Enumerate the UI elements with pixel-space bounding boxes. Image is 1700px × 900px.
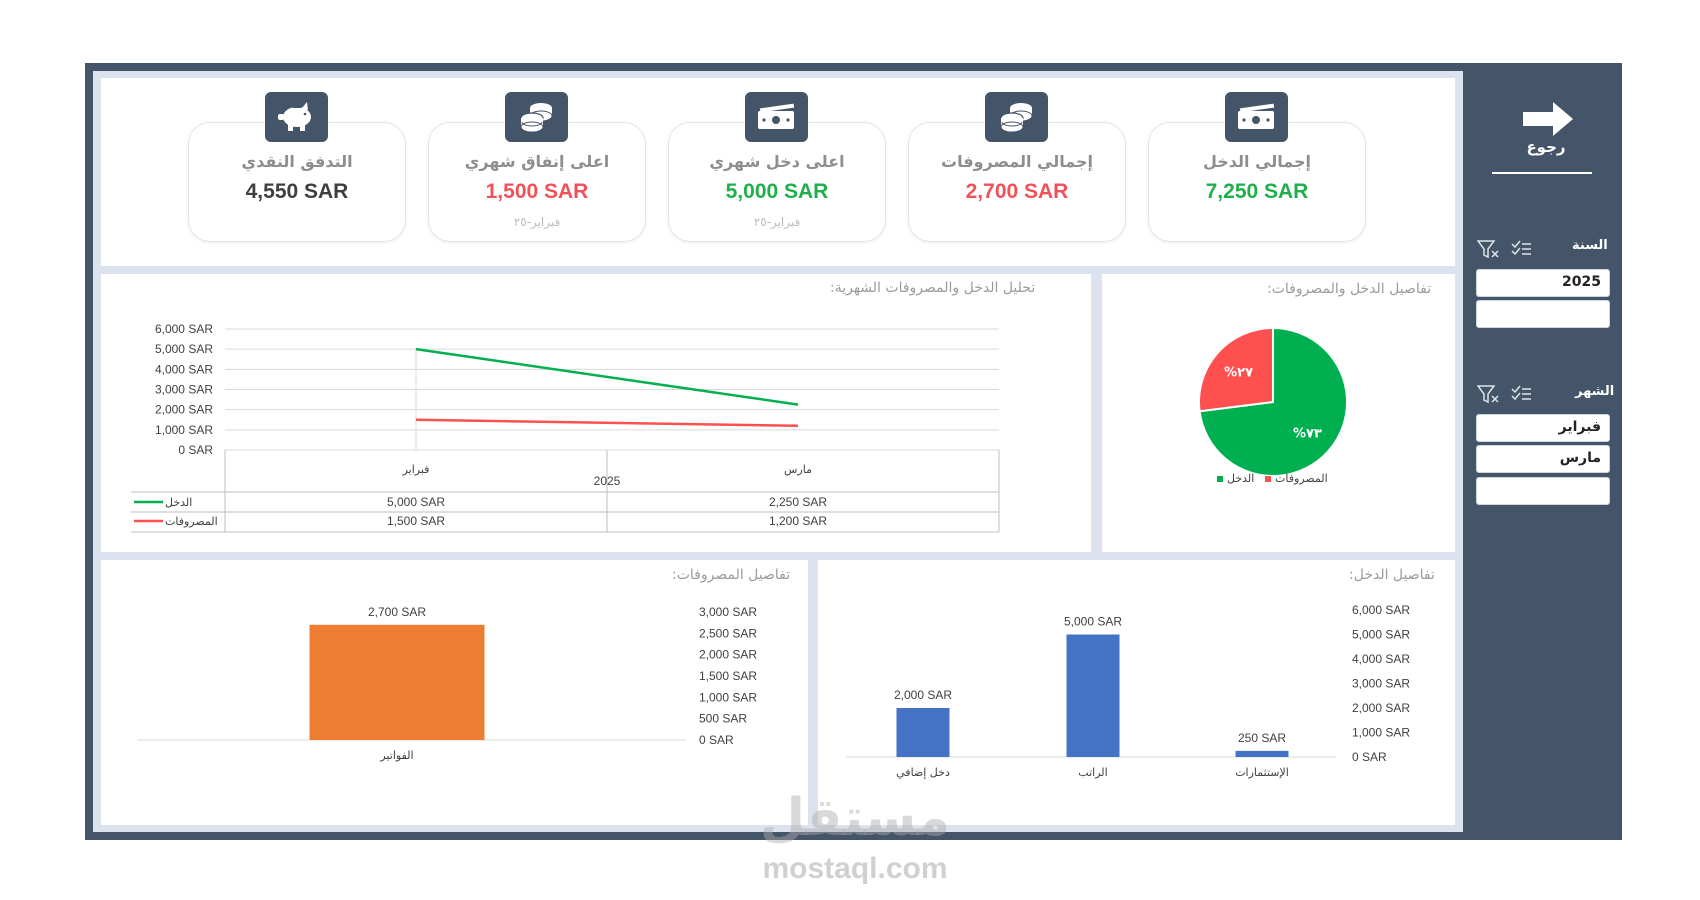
x-tick-label: دخل إضافي xyxy=(896,766,950,779)
y-tick-label: 2,000 SAR xyxy=(699,648,757,662)
x-tick-label: الإستثمارات xyxy=(1235,766,1289,779)
pie-slice-label: %٧٣ xyxy=(1293,426,1322,441)
expense-chart-title: تفاصيل المصروفات: xyxy=(672,567,791,583)
arrow-right-icon xyxy=(1523,102,1573,136)
year-filter-label: السنة xyxy=(1572,238,1608,253)
kpi-value: 7,250 SAR xyxy=(1205,180,1309,203)
y-tick-label: 2,000 SAR xyxy=(155,403,213,417)
year-option-blank[interactable] xyxy=(1476,300,1610,328)
y-tick-label: 500 SAR xyxy=(699,712,747,726)
kpi-value: 1,500 SAR xyxy=(485,180,589,203)
kpi-card xyxy=(668,122,886,242)
bar xyxy=(1066,634,1120,757)
piggy-bank-icon xyxy=(265,92,328,142)
kpi-subtitle: فبراير-٢٥ xyxy=(753,215,801,229)
bar-value-label: 250 SAR xyxy=(1238,731,1286,745)
kpi-value: 2,700 SAR xyxy=(965,180,1069,203)
kpi-card xyxy=(1148,122,1366,242)
income-chart-panel xyxy=(818,560,1455,825)
line-chart-panel xyxy=(101,274,1091,552)
cash-icon xyxy=(745,92,808,142)
y-tick-label: 1,000 SAR xyxy=(155,423,213,437)
legend-label: المصروفات xyxy=(1275,472,1328,485)
legend-swatch xyxy=(1217,476,1223,482)
multi-select-icon[interactable] xyxy=(1510,239,1532,259)
x-group-label: 2025 xyxy=(594,474,621,488)
pie-chart-title: تفاصيل الدخل والمصروفات: xyxy=(1267,281,1432,297)
year-option-2025[interactable]: 2025 xyxy=(1476,269,1610,297)
legend-label: الدخل xyxy=(165,496,192,509)
bar-value-label: 2,000 SAR xyxy=(894,688,952,702)
legend-swatch xyxy=(1265,476,1271,482)
y-tick-label: 0 SAR xyxy=(699,733,734,747)
y-tick-label: 2,500 SAR xyxy=(699,626,757,640)
kpi-title: إجمالي المصروفات xyxy=(941,152,1093,171)
pie-slice xyxy=(1198,326,1274,413)
line-chart-title: تحليل الدخل والمصروفات الشهرية: xyxy=(830,280,1036,296)
clear-filter-icon[interactable] xyxy=(1477,384,1499,404)
x-tick-label: مارس xyxy=(784,463,812,476)
y-tick-label: 3,000 SAR xyxy=(699,605,757,619)
table-cell: 2,250 SAR xyxy=(769,495,827,509)
x-tick-label: الراتب xyxy=(1078,766,1107,779)
y-tick-label: 1,000 SAR xyxy=(1352,726,1410,740)
expense-bar-chart: 0 SAR 500 SAR 1,000 SAR 1,500 SAR 2,000 SAR 2… xyxy=(137,605,757,762)
month-option-february[interactable]: فبراير xyxy=(1476,414,1610,442)
y-tick-label: 2,000 SAR xyxy=(1352,701,1410,715)
coins-icon xyxy=(505,92,568,142)
month-option-blank[interactable] xyxy=(1476,477,1610,505)
x-tick-label: الفواتير xyxy=(379,749,413,762)
watermark-logo: مستقل xyxy=(759,788,951,848)
income-bar-chart: 0 SAR 1,000 SAR 2,000 SAR 3,000 SAR 4,000 SA… xyxy=(846,603,1410,779)
series-line-0 xyxy=(415,347,799,406)
table-cell: 5,000 SAR xyxy=(387,495,445,509)
bar xyxy=(1235,750,1289,757)
legend-label: المصروفات xyxy=(165,515,218,528)
line-chart: 0 SAR 1,000 SAR 2,000 SAR 3,000 SAR 4,000 SA… xyxy=(131,322,1000,533)
x-tick-label: فبراير xyxy=(402,463,430,476)
bar-value-label: 5,000 SAR xyxy=(1064,615,1122,629)
coins-icon xyxy=(985,92,1048,142)
month-option-march[interactable]: مارس xyxy=(1476,445,1610,473)
y-tick-label: 1,000 SAR xyxy=(699,690,757,704)
kpi-title: التدفق النقدي xyxy=(241,152,353,171)
series-line-1 xyxy=(415,418,799,428)
table-cell: 1,200 SAR xyxy=(769,514,827,528)
y-tick-label: 5,000 SAR xyxy=(1352,628,1410,642)
y-tick-label: 6,000 SAR xyxy=(1352,603,1410,617)
watermark-site: mostaql.com xyxy=(762,852,948,885)
bar-value-label: 2,700 SAR xyxy=(368,605,426,619)
y-tick-label: 1,500 SAR xyxy=(699,669,757,683)
pie-slice-label: %٢٧ xyxy=(1224,366,1253,381)
back-button[interactable]: رجوع xyxy=(1493,98,1599,164)
kpi-value: 5,000 SAR xyxy=(725,180,829,203)
bar xyxy=(309,624,485,740)
cash-icon xyxy=(1225,92,1288,142)
back-underline xyxy=(1492,172,1592,174)
bar xyxy=(896,708,950,757)
y-tick-label: 5,000 SAR xyxy=(155,342,213,356)
multi-select-icon[interactable] xyxy=(1510,384,1532,404)
y-tick-label: 3,000 SAR xyxy=(1352,677,1410,691)
kpi-title: اعلى دخل شهري xyxy=(709,152,845,171)
table-cell: 1,500 SAR xyxy=(387,514,445,528)
y-tick-label: 4,000 SAR xyxy=(1352,652,1410,666)
y-tick-label: 4,000 SAR xyxy=(155,362,213,376)
clear-filter-icon[interactable] xyxy=(1477,239,1499,259)
kpi-value: 4,550 SAR xyxy=(245,180,349,203)
pie-chart: %٧٣ %٢٧ الدخل المصروفات xyxy=(1198,326,1348,485)
month-filter-label: الشهر xyxy=(1575,384,1615,399)
kpi-card xyxy=(908,122,1126,242)
legend-label: الدخل xyxy=(1227,472,1254,485)
back-label: رجوع xyxy=(1526,138,1566,156)
y-tick-label: 0 SAR xyxy=(178,443,213,457)
y-tick-label: 3,000 SAR xyxy=(155,383,213,397)
kpi-title: إجمالي الدخل xyxy=(1202,152,1312,171)
income-chart-title: تفاصيل الدخل: xyxy=(1349,567,1435,583)
kpi-title: اعلى إنفاق شهري xyxy=(464,152,610,171)
y-tick-label: 0 SAR xyxy=(1352,750,1387,764)
kpi-card xyxy=(188,122,406,242)
y-tick-label: 6,000 SAR xyxy=(155,322,213,336)
kpi-subtitle: فبراير-٢٥ xyxy=(513,215,561,229)
